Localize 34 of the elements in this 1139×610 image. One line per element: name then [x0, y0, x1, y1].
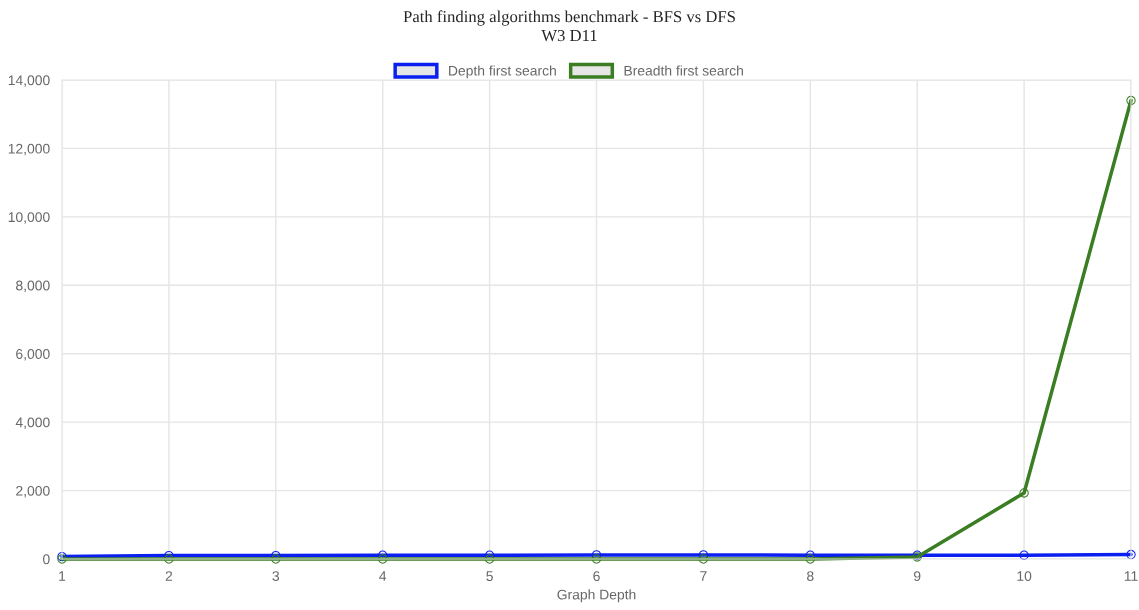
- point: [698, 554, 709, 564]
- legend-label: Breadth first search: [624, 65, 743, 76]
- legend-label: Depth first search: [449, 65, 556, 79]
- y-tick-label: 6,000: [16, 349, 50, 361]
- point: [378, 554, 388, 564]
- point: [271, 554, 281, 564]
- y-tick-label: 2,000: [16, 485, 50, 498]
- y-tick-label: 12,000: [8, 143, 50, 156]
- y-tick-label: 10,000: [8, 212, 50, 224]
- point: [1019, 488, 1029, 498]
- x-tick-label: 11: [1124, 571, 1138, 581]
- chart-subtitle: W3 D11: [541, 29, 597, 42]
- y-tick-label: 4,000: [15, 417, 50, 429]
- point: [805, 554, 815, 564]
- x-tick-label: 2: [165, 571, 173, 581]
- x-tick-label: 8: [807, 571, 814, 582]
- x-tick-label: 3: [272, 571, 280, 582]
- x-tick-label: 5: [486, 571, 493, 582]
- x-tick-label: 10: [1017, 571, 1032, 582]
- x-tick-label: 6: [593, 571, 600, 582]
- point: [484, 554, 495, 564]
- x-axis-title: Graph Depth: [557, 589, 636, 603]
- chart-title: Path finding algorithms benchmark - BFS vs DFS: [403, 10, 735, 26]
- point: [164, 554, 174, 564]
- y-tick-label: 8,000: [16, 280, 50, 293]
- x-tick-label: 7: [700, 571, 707, 581]
- x-tick-label: 1: [59, 571, 66, 581]
- y-tick-label: 0: [43, 554, 50, 565]
- y-tick-label: 14,000: [8, 75, 50, 87]
- x-tick-label: 9: [913, 571, 921, 582]
- point: [1126, 549, 1136, 560]
- x-tick-label: 4: [379, 571, 387, 581]
- point: [1126, 95, 1136, 106]
- point: [591, 554, 602, 564]
